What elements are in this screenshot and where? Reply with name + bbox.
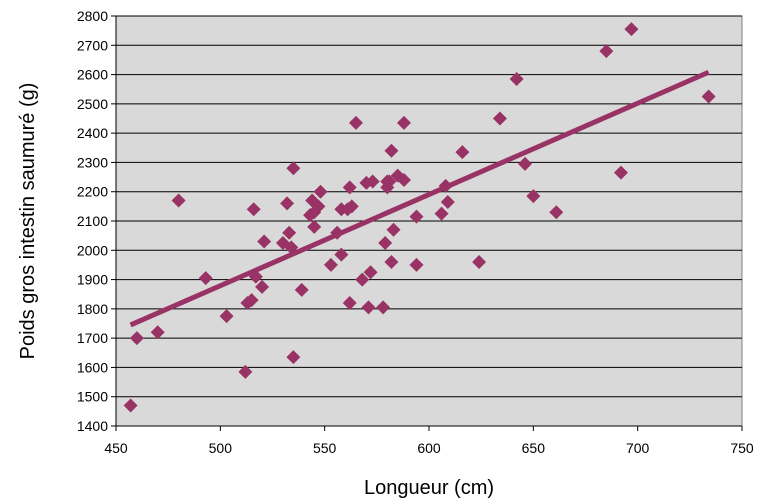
data-point	[549, 205, 564, 220]
x-tick-label: 600	[417, 440, 441, 456]
data-point	[344, 199, 359, 214]
y-tick-label: 2500	[77, 96, 108, 112]
data-point	[219, 309, 234, 324]
x-tick-label: 650	[522, 440, 546, 456]
data-point	[286, 161, 301, 176]
data-point	[472, 255, 487, 269]
data-point	[434, 206, 449, 221]
trendline	[129, 69, 710, 328]
y-tick-label: 2100	[77, 213, 108, 229]
data-point	[526, 189, 541, 204]
data-point	[342, 296, 357, 310]
data-point	[323, 257, 338, 272]
y-tick-label: 2700	[77, 37, 108, 53]
data-point	[378, 235, 393, 250]
data-point	[440, 194, 455, 209]
data-point	[386, 222, 401, 237]
y-tick-label: 1900	[77, 272, 108, 288]
x-axis-title: Longueur (cm)	[364, 477, 494, 499]
data-point	[409, 209, 424, 224]
data-point	[280, 196, 295, 211]
trendline-layer	[129, 69, 710, 328]
y-tick-label: 2600	[77, 67, 108, 83]
data-point	[342, 180, 357, 195]
y-tick-label: 2800	[77, 8, 108, 24]
y-tick-label: 1600	[77, 359, 108, 375]
data-point	[348, 115, 363, 130]
data-point	[248, 269, 263, 284]
data-point	[409, 257, 424, 272]
y-tick-labels: 1400 1500 1600 1700 1800 1900 2000 2100 2200 2300…	[77, 8, 108, 434]
x-tick-label: 750	[730, 440, 754, 456]
data-points	[123, 22, 716, 413]
x-tick-label: 700	[626, 440, 650, 456]
y-tick-label: 2000	[77, 242, 108, 258]
data-point	[129, 331, 144, 346]
data-point	[701, 89, 716, 104]
axes	[111, 15, 743, 431]
x-tick-label: 500	[209, 440, 233, 456]
data-point	[307, 219, 322, 234]
data-point	[361, 300, 376, 315]
gridlines	[116, 15, 742, 398]
y-tick-label: 1800	[77, 301, 108, 317]
data-point	[509, 71, 524, 86]
data-point	[365, 174, 380, 189]
data-point	[384, 143, 399, 158]
y-tick-label: 2200	[77, 184, 108, 200]
data-point	[244, 293, 259, 308]
data-point	[198, 271, 213, 286]
data-point	[396, 173, 411, 187]
data-point	[382, 174, 397, 189]
data-point	[257, 234, 272, 249]
data-point	[438, 178, 453, 193]
data-point	[334, 247, 349, 262]
data-point	[313, 184, 328, 199]
data-point	[171, 193, 186, 208]
data-point	[396, 115, 411, 130]
data-point	[613, 165, 628, 180]
data-point	[123, 398, 138, 413]
y-tick-label: 2400	[77, 125, 108, 141]
x-tick-labels: 450 500 550 600 650 700 750	[104, 440, 754, 456]
data-point	[624, 22, 639, 37]
data-point	[517, 156, 532, 171]
data-point	[286, 350, 301, 365]
data-point	[238, 364, 253, 379]
data-point	[599, 44, 614, 59]
data-point	[150, 325, 165, 340]
data-point	[376, 300, 391, 315]
data-point	[330, 225, 345, 240]
y-tick-label: 2300	[77, 154, 108, 170]
data-point	[255, 279, 270, 294]
data-point	[284, 240, 299, 255]
data-point	[455, 145, 470, 160]
x-tick-label: 550	[313, 440, 337, 456]
data-point	[311, 199, 326, 214]
data-point	[492, 111, 507, 126]
y-tick-label: 1700	[77, 330, 108, 346]
y-tick-label: 1500	[77, 389, 108, 405]
data-point	[246, 202, 261, 217]
y-tick-label: 1400	[77, 418, 108, 434]
data-point	[363, 265, 378, 280]
data-point	[294, 282, 309, 297]
data-point	[355, 272, 370, 287]
data-point	[282, 225, 297, 240]
x-tick-label: 450	[104, 440, 128, 456]
y-axis-title: Poids gros intestin saumuré (g)	[17, 83, 39, 360]
data-point	[384, 255, 399, 269]
